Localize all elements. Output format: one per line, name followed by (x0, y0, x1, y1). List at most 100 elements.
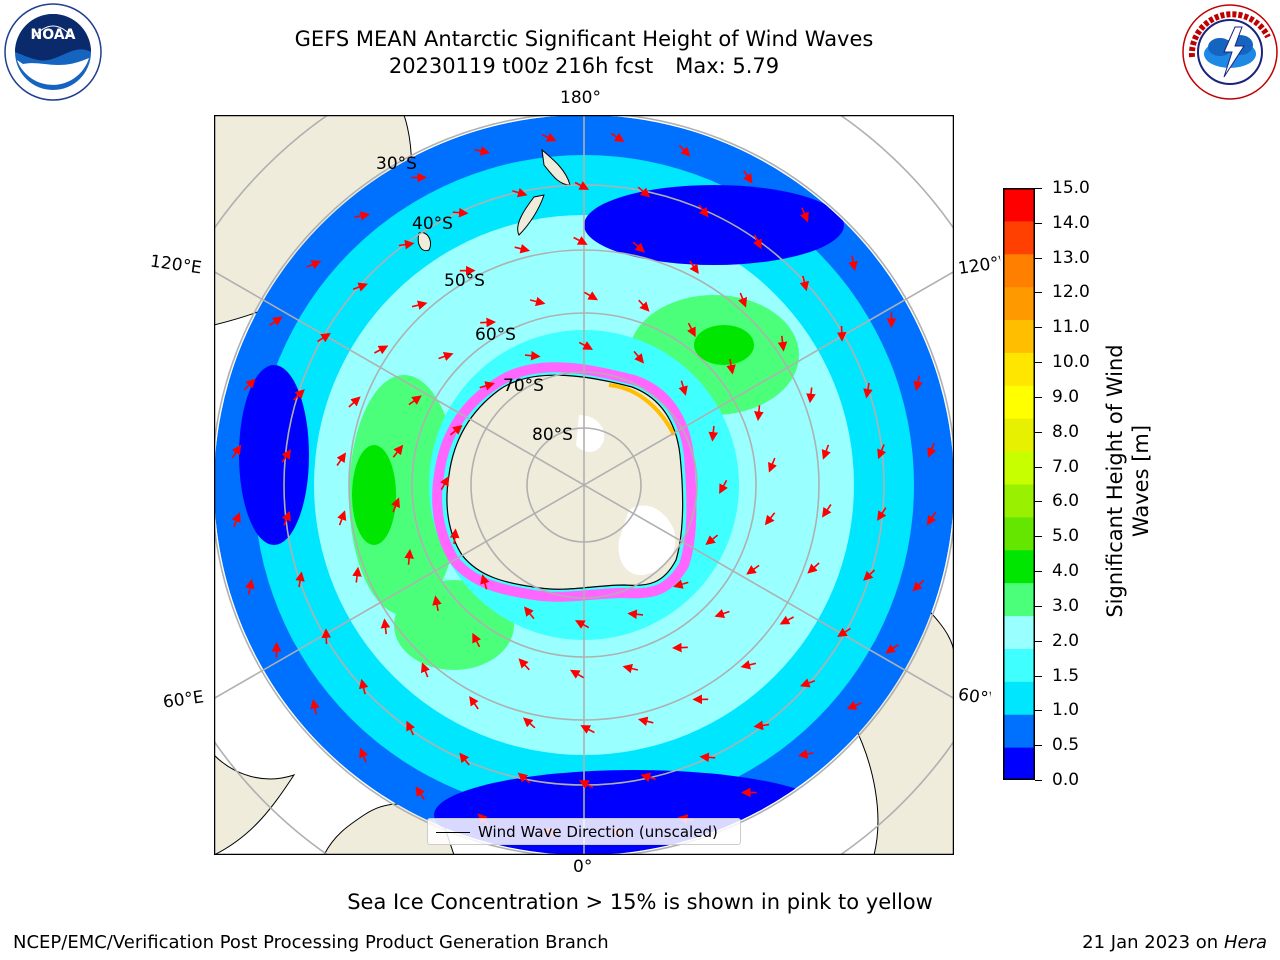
lat-label-60s: 60°S (475, 325, 516, 345)
colorbar-swatch (1003, 418, 1035, 452)
wave-direction-arrow (514, 244, 531, 254)
colorbar-tick-mark (1035, 780, 1042, 781)
wave-direction-arrow (524, 350, 541, 361)
wave-direction-arrow (420, 662, 430, 678)
wave-direction-arrow (764, 512, 776, 526)
colorbar-tick-label: 6.0 (1052, 491, 1080, 512)
colorbar-tick-label: 13.0 (1052, 247, 1090, 268)
noaa-logo: NOAA (3, 2, 103, 106)
wave-direction-arrow (245, 578, 255, 595)
wave-direction-arrow (452, 207, 469, 218)
wave-direction-arrow (740, 660, 757, 670)
wave-direction-arrow (438, 351, 454, 362)
legend: Wind Wave Direction (unscaled) (427, 818, 741, 845)
wave-direction-arrow (746, 564, 760, 575)
lon-label-60w: 60°W (956, 684, 1007, 712)
footer-date: 21 Jan 2023 on (1082, 932, 1224, 953)
wave-direction-arrow (673, 579, 689, 589)
colorbar-swatches (1003, 188, 1035, 781)
wave-direction-arrow (580, 725, 595, 734)
wave-direction-arrow (719, 479, 728, 495)
wave-direction-arrow (633, 350, 645, 364)
wave-direction-arrow (846, 700, 862, 710)
wave-direction-arrow (517, 772, 531, 784)
wave-direction-arrow (337, 510, 347, 526)
wave-direction-arrow (480, 574, 490, 590)
lon-label-180: 180° (560, 88, 601, 108)
wave-direction-arrow (440, 475, 449, 491)
wave-direction-arrow (699, 752, 716, 763)
wave-direction-arrow (627, 609, 644, 620)
antarctica (432, 362, 697, 602)
new-zealand (417, 148, 571, 252)
wave-direction-arrow (637, 716, 654, 726)
wave-direction-arrow (877, 444, 887, 460)
wave-direction-arrow (640, 772, 656, 783)
footer-branch: NCEP/EMC/Verification Post Processing Pr… (13, 932, 609, 953)
wave-direction-arrow (610, 132, 625, 143)
title-line2: 20230119 t00z 216h fcst Max: 5.79 (234, 53, 934, 80)
wave-direction-arrow (391, 497, 400, 513)
colorbar-tick-mark (1035, 327, 1042, 329)
colorbar-swatch (1003, 549, 1035, 584)
legend-line-swatch (436, 832, 470, 833)
lat-label-50s: 50°S (444, 271, 485, 291)
wave-direction-arrow (926, 511, 937, 526)
colorbar-tick-mark (1035, 640, 1042, 642)
colorbar-tick-mark (1035, 710, 1042, 712)
colorbar-tick-mark (1035, 396, 1042, 398)
wave-direction-arrow (821, 504, 832, 518)
wave-direction-arrow (927, 442, 937, 458)
wave-direction-arrow (231, 444, 242, 459)
wave-direction-arrow (863, 382, 873, 399)
wave-direction-arrow (726, 358, 736, 375)
wave-direction-arrow (573, 236, 588, 245)
wave-direction-arrow (574, 181, 590, 190)
wave-direction-arrow (672, 642, 688, 653)
colorbar-swatch (1003, 319, 1035, 353)
wave-direction-arrow (432, 595, 442, 612)
wave-direction-arrow (336, 452, 347, 466)
colorbar-tick-label: 0.0 (1052, 770, 1080, 790)
wave-direction-arrow (578, 341, 594, 350)
wave-direction-arrow (799, 275, 810, 292)
wave-direction-arrow (352, 282, 369, 292)
colorbar-swatch (1003, 615, 1035, 649)
wave-direction-arrow (292, 389, 305, 401)
colorbar-tick-label: 4.0 (1052, 561, 1080, 582)
colorbar-tick-mark (1035, 362, 1042, 364)
wave-direction-arrow (714, 608, 730, 619)
wave-direction-arrow (449, 528, 460, 545)
wave-direction-arrow (885, 644, 899, 654)
wave-direction-arrow (512, 187, 528, 198)
colorbar-swatch (1003, 352, 1035, 386)
wave-direction-arrow (295, 571, 305, 588)
wave-direction-arrow (913, 375, 923, 392)
sea-ice-note: Sea Ice Concentration > 15% is shown in … (347, 890, 933, 914)
wave-direction-arrow (821, 444, 831, 460)
wave-direction-arrow (738, 292, 748, 308)
colorbar (1003, 188, 1035, 784)
wave-direction-arrow (687, 322, 696, 338)
wave-direction-arrow (472, 632, 481, 648)
colorbar-tick-mark (1035, 536, 1042, 538)
colorbar-label: Significant Height of Wind Waves [m] (1102, 321, 1154, 641)
wave-direction-arrow (837, 627, 851, 637)
wave-direction-arrow (705, 534, 719, 546)
wave-direction-arrow (281, 449, 291, 463)
lon-label-0: 0° (573, 857, 593, 877)
title-date: 20230119 t00z 216h fcst (388, 54, 654, 78)
wave-direction-arrow (374, 345, 389, 355)
colorbar-tick-label: 0.5 (1052, 735, 1080, 756)
wave-direction-arrow (358, 678, 369, 695)
wave-direction-arrow (469, 695, 479, 710)
noaa-logo-text: NOAA (31, 27, 76, 43)
colorbar-tick-label: 15.0 (1052, 178, 1090, 198)
colorbar-tick-label: 8.0 (1052, 421, 1080, 442)
wave-direction-arrow (779, 615, 794, 625)
colorbar-tick-label: 5.0 (1052, 526, 1080, 547)
wave-direction-arrow (392, 444, 404, 458)
wave-direction-arrow (807, 562, 820, 574)
lat-label-30s: 30°S (376, 154, 417, 174)
colorbar-swatch (1003, 484, 1035, 518)
